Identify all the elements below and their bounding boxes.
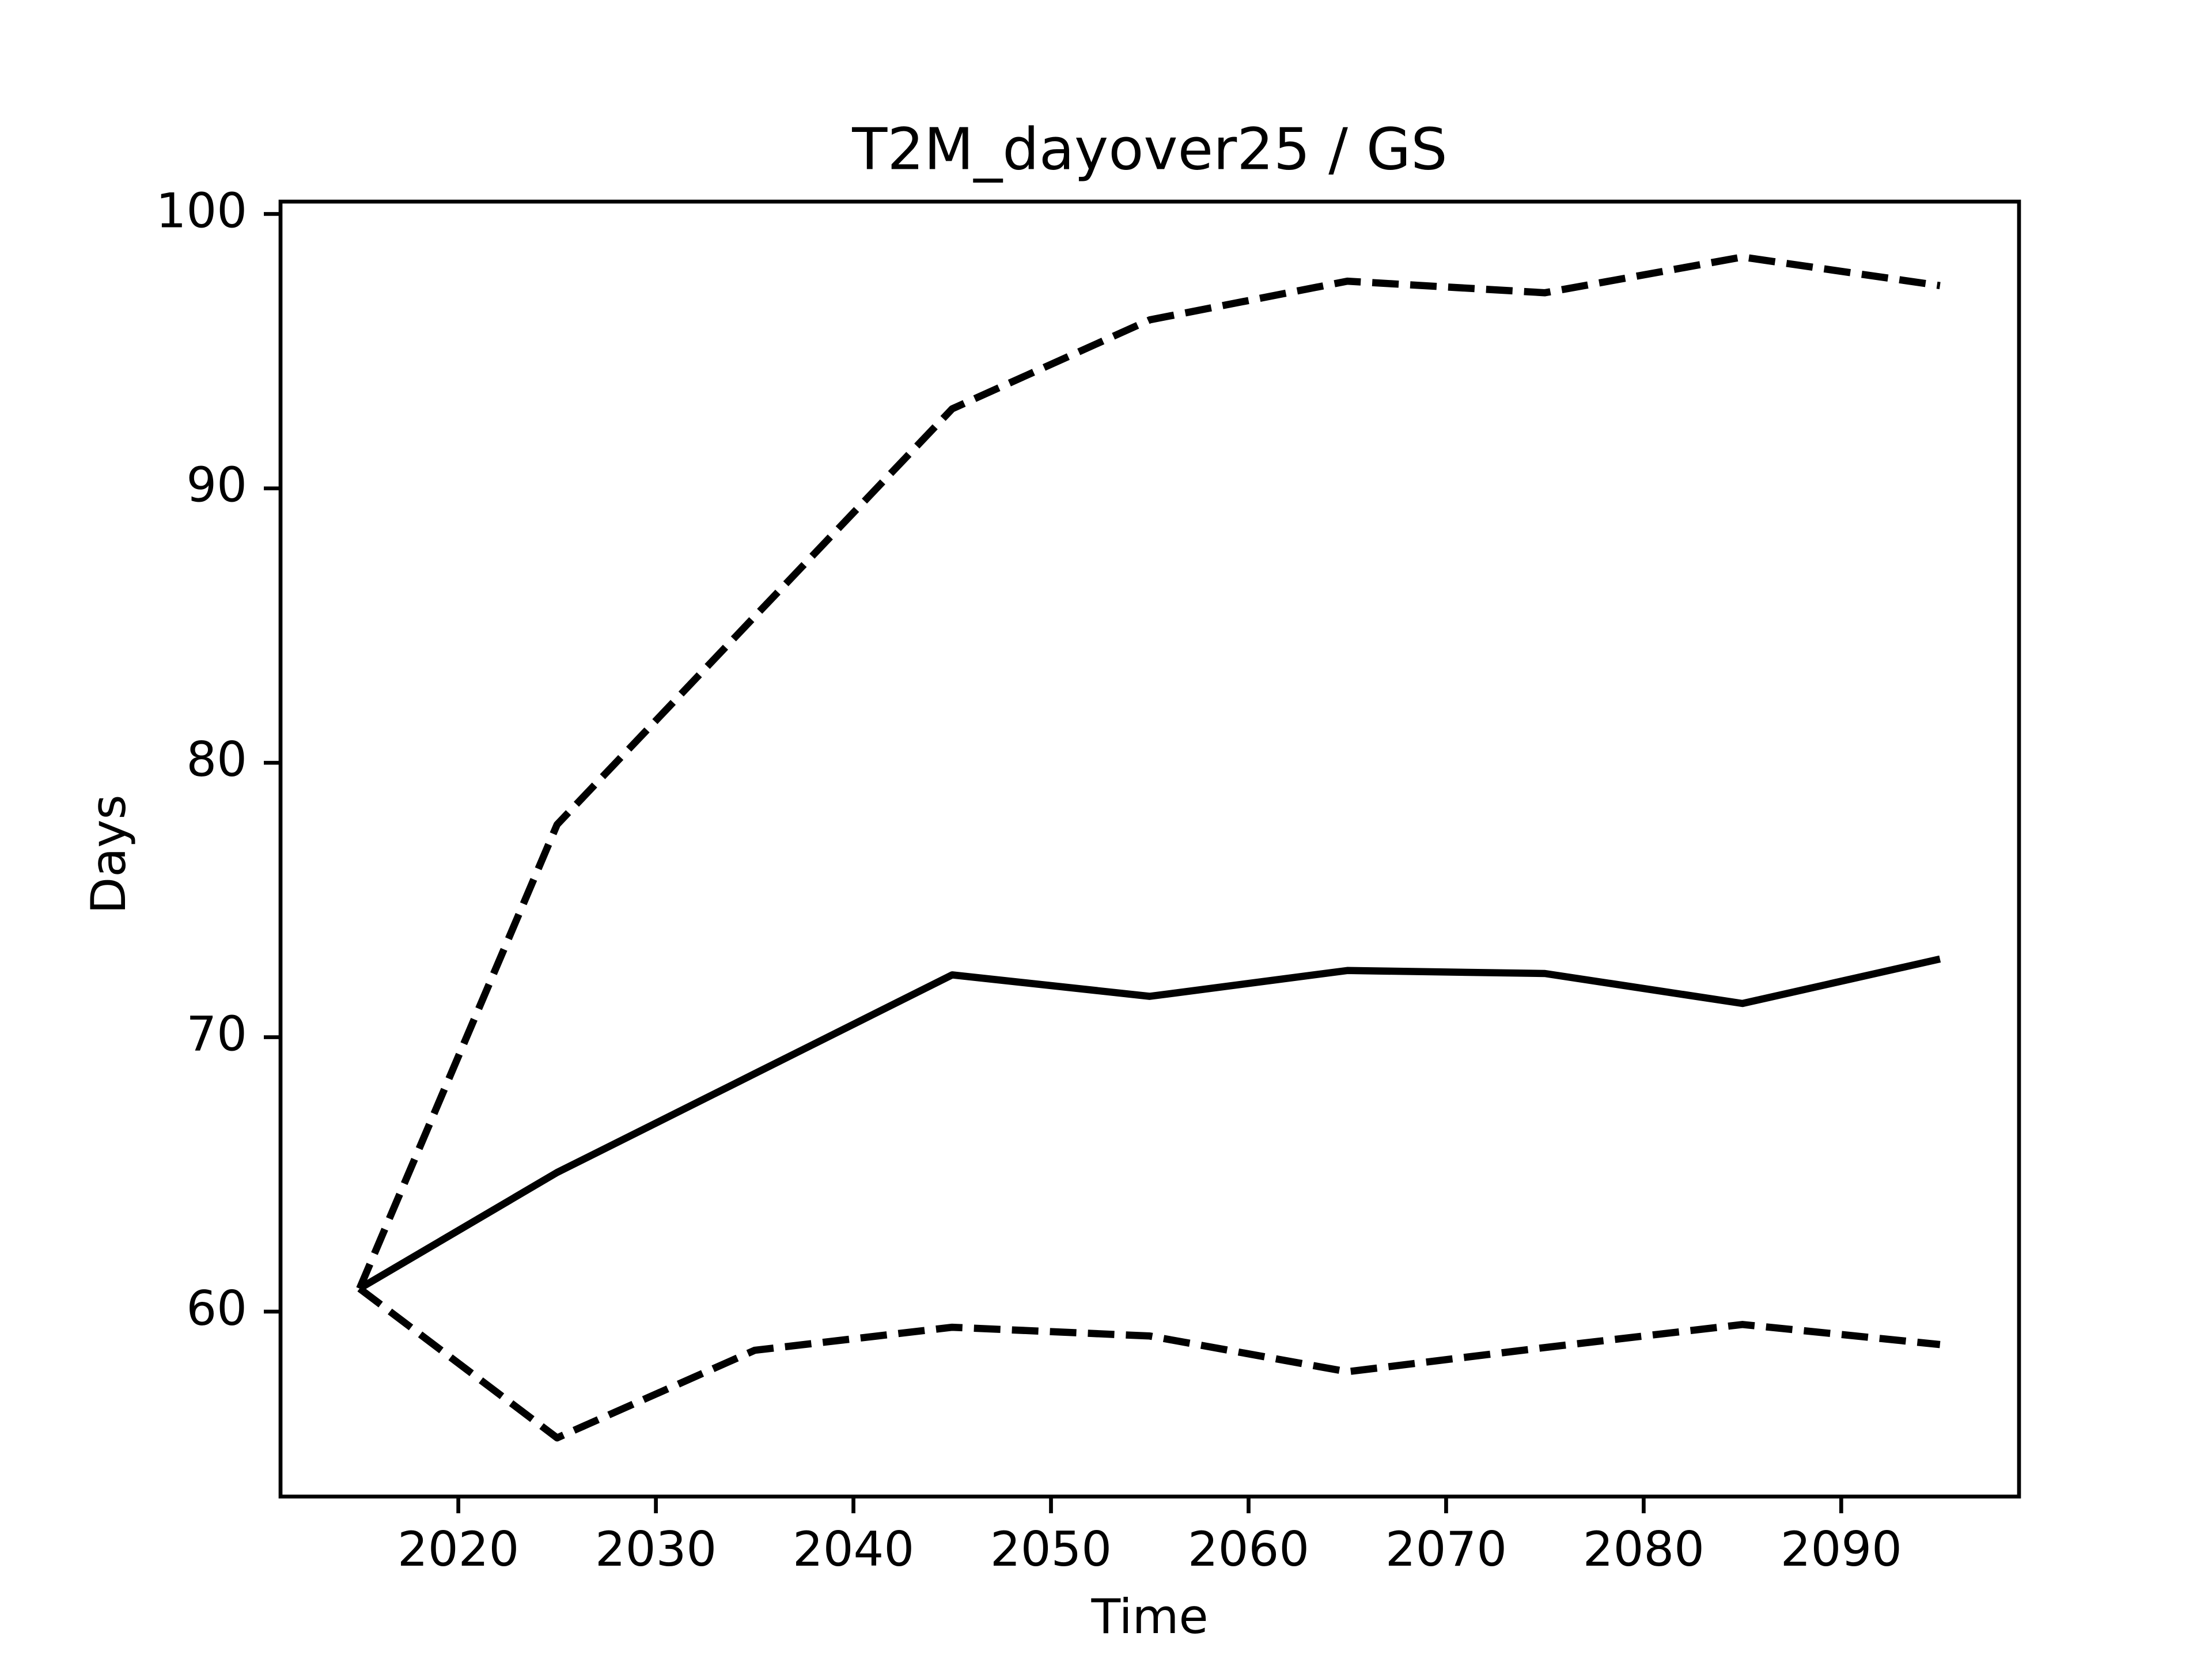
y-tick-label: 80 <box>186 732 247 787</box>
y-axis-label: Days <box>81 794 137 914</box>
x-tick-label: 2020 <box>397 1521 519 1577</box>
data-line <box>356 253 1941 1290</box>
chart-title: T2M_dayover25 / GS <box>851 115 1447 183</box>
x-axis-label: Time <box>1090 1589 1208 1645</box>
x-tick-label: 2030 <box>595 1521 717 1577</box>
data-line <box>357 1285 1941 1442</box>
x-tick-label: 2040 <box>793 1521 914 1577</box>
x-tick-label: 2080 <box>1583 1521 1705 1577</box>
y-tick-label: 90 <box>186 457 247 513</box>
x-tick-label: 2070 <box>1385 1521 1507 1577</box>
x-tick-label: 2060 <box>1188 1521 1309 1577</box>
data-line <box>358 955 1941 1292</box>
y-tick-label: 60 <box>186 1281 247 1336</box>
plot-frame <box>278 199 2021 1499</box>
y-tick-label: 70 <box>186 1006 247 1062</box>
x-tick-label: 2050 <box>990 1521 1112 1577</box>
x-tick-label: 2090 <box>1781 1521 1902 1577</box>
y-tick-label: 100 <box>156 183 247 238</box>
